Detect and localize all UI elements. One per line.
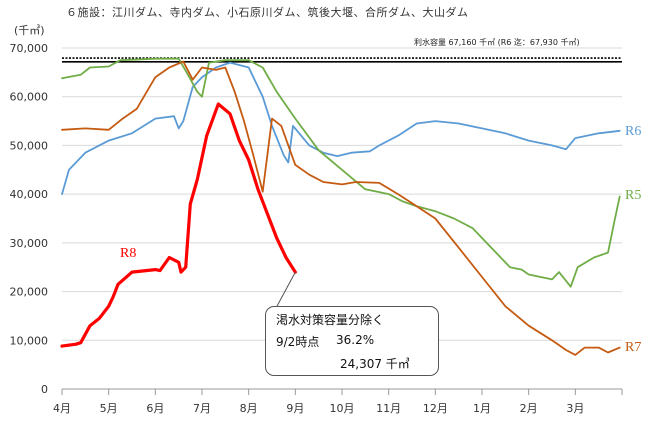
y-tick-label: 0 [41, 383, 48, 396]
annotation-callout: 渇水対策容量分除く 9/2時点 36.2% 24,307 千㎥ [265, 306, 439, 376]
y-tick-label: 50,000 [10, 139, 49, 152]
series-line-r6 [61, 61, 621, 195]
capacity-lines [62, 57, 622, 63]
y-tick-label: 40,000 [10, 188, 49, 201]
x-tick-label: 12月 [423, 402, 448, 415]
callout-connector [275, 271, 296, 309]
x-tick-label: 2月 [520, 402, 538, 415]
y-tick-label: 60,000 [10, 91, 49, 104]
y-tick-label: 30,000 [10, 237, 49, 250]
series-line-r5 [61, 57, 621, 288]
series-label-r7: R7 [625, 340, 641, 355]
y-tick-label: 20,000 [10, 286, 49, 299]
series-line-r7 [61, 60, 621, 356]
callout-title: 渇水対策容量分除く [276, 313, 385, 327]
x-tick-label: 10月 [330, 402, 355, 415]
x-tick-label: 5月 [100, 402, 118, 415]
x-tick-label: 7月 [193, 402, 211, 415]
series-label-r5: R5 [625, 188, 641, 203]
x-tick-label: 11月 [376, 402, 401, 415]
y-axis-unit: (千㎥) [14, 24, 45, 37]
gridlines [62, 47, 622, 341]
axes [61, 388, 623, 395]
x-tick-label: 3月 [566, 402, 584, 415]
callout-amount: 24,307 千㎥ [340, 357, 410, 371]
callout-percent: 36.2% [336, 333, 375, 347]
y-tick-labels: 0 10,000 20,000 30,000 40,000 50,000 60,000 70,… [10, 42, 49, 396]
series-label-r8: R8 [120, 246, 136, 261]
x-tick-label: 6月 [146, 402, 164, 415]
x-tick-label: 1月 [473, 402, 491, 415]
callout-date: 9/2時点 [276, 335, 320, 349]
capacity-note: 利水容量 67,160 千㎥ (R6 迄：67,930 千㎥) [414, 38, 580, 47]
chart-caption: ６施設：江川ダム、寺内ダム、小石原川ダム、筑後大堰、合所ダム、大山ダム [66, 6, 469, 19]
series-labels: R8 R7 R6 R5 [120, 124, 641, 355]
y-tick-label: 10,000 [10, 334, 49, 347]
x-tick-label: 8月 [240, 402, 258, 415]
series-label-r6: R6 [625, 124, 641, 139]
y-tick-label: 70,000 [10, 42, 49, 55]
series-lines [60, 57, 621, 356]
series-line-r8 [60, 102, 297, 348]
x-tick-labels: 4月 5月 6月 7月 8月 9月 10月 11月 12月 1月 2月 3月 [53, 402, 584, 415]
x-tick-label: 4月 [53, 402, 71, 415]
x-tick-label: 9月 [286, 402, 304, 415]
